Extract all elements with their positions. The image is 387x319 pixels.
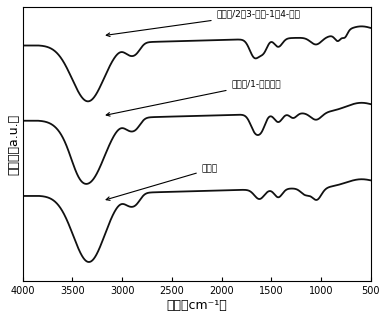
Text: 花椒秳/2，3-二氯-1，4-衄醞: 花椒秳/2，3-二氯-1，4-衄醞 xyxy=(106,9,301,36)
Text: 花椒秳: 花椒秳 xyxy=(106,165,218,200)
X-axis label: 波数（cm⁻¹）: 波数（cm⁻¹） xyxy=(166,299,227,312)
Text: 花椒秳/1-氨基蕌醞: 花椒秳/1-氨基蕌醞 xyxy=(106,80,281,116)
Y-axis label: 透射率（a.u.）: 透射率（a.u.） xyxy=(7,114,20,175)
